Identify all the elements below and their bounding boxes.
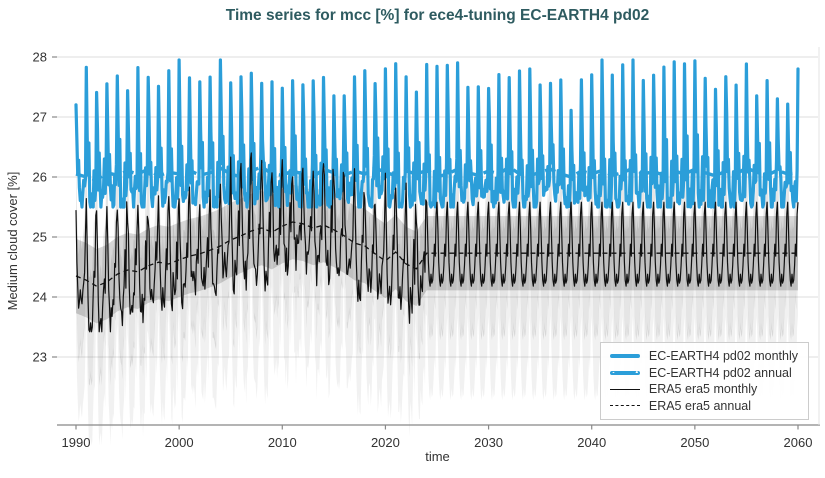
y-axis-label: Medium cloud cover [%] (5, 171, 20, 311)
x-tick-label: 2050 (680, 435, 709, 450)
legend-item[interactable]: EC-EARTH4 pd02 monthly (609, 348, 798, 365)
legend-line-sample (609, 370, 640, 375)
era5-annual-band (76, 184, 798, 324)
x-tick-label: 2060 (784, 435, 813, 450)
ec-earth4-monthly-path (74, 58, 800, 209)
legend-line-sample (609, 405, 640, 407)
y-tick-label: 27 (33, 110, 47, 125)
x-tick-label: 2010 (268, 435, 297, 450)
legend-line-sample (609, 354, 640, 359)
legend-item[interactable]: ERA5 era5 annual (609, 398, 798, 415)
era5-annual-line (75, 221, 798, 287)
axis-spines-and-ticks (52, 47, 820, 430)
legend-item-label: ERA5 era5 monthly (648, 382, 758, 396)
era5-monthly-band-shape (76, 99, 798, 386)
era5-annual-path (75, 221, 798, 287)
x-tick-label: 1990 (62, 435, 91, 450)
legend[interactable]: EC-EARTH4 pd02 monthly EC-EARTH4 pd02 ann… (599, 342, 809, 420)
x-tick-label: 2040 (577, 435, 606, 450)
x-tick-labels: 1990 2000 2010 2020 2030 2040 2050 2060 (62, 435, 813, 450)
y-tick-label: 23 (33, 350, 47, 365)
y-tick-label: 26 (33, 170, 47, 185)
legend-item[interactable]: ERA5 era5 monthly (609, 381, 798, 398)
legend-item-label: EC-EARTH4 pd02 annual (648, 365, 792, 380)
x-tick-label: 2030 (474, 435, 503, 450)
legend-line-sample (609, 388, 640, 390)
era5-monthly-line (75, 152, 799, 333)
era5-monthly-path (75, 152, 799, 333)
legend-item[interactable]: EC-EARTH4 pd02 annual (609, 365, 798, 382)
y-tick-labels: 23 24 25 26 27 28 (33, 50, 47, 365)
y-tick-label: 28 (33, 50, 47, 65)
ec-earth4-monthly-line (74, 58, 800, 209)
era5-annual-band-shape (76, 184, 798, 324)
ec-earth4-annual-path (75, 164, 799, 182)
x-tick-label: 2020 (371, 435, 400, 450)
legend-item-label: ERA5 era5 annual (648, 398, 752, 413)
y-tick-label: 24 (33, 290, 47, 305)
legend-item-label: EC-EARTH4 pd02 monthly (648, 349, 798, 363)
era5-monthly-band (76, 99, 798, 386)
x-tick-label: 2000 (165, 435, 194, 450)
y-tick-label: 25 (33, 230, 47, 245)
ec-earth4-annual-line (75, 164, 799, 182)
x-axis-label: time (425, 449, 450, 464)
chart-title: Time series for mcc [%] for ece4-tuning … (225, 7, 650, 24)
